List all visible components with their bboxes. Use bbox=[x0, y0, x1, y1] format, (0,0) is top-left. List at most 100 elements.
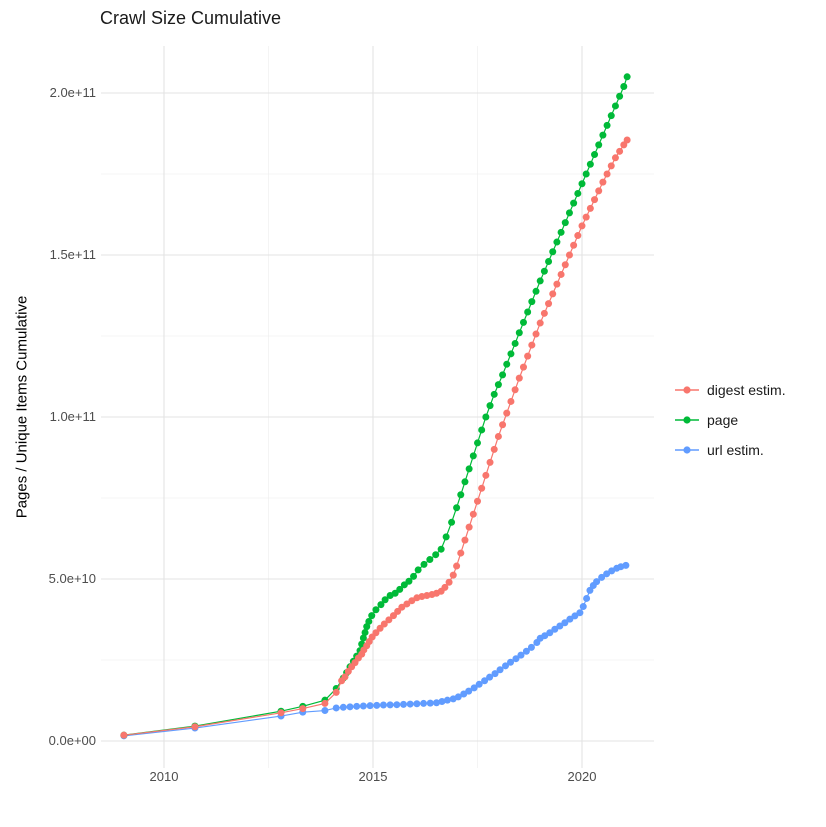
data-point bbox=[565, 209, 573, 217]
legend: digest estim. page url estim. bbox=[674, 378, 786, 468]
data-point bbox=[457, 549, 465, 557]
data-point bbox=[611, 102, 619, 110]
legend-key-url-icon bbox=[675, 446, 699, 454]
legend-key-digest-icon bbox=[675, 386, 699, 394]
data-point bbox=[403, 600, 411, 608]
data-point bbox=[437, 545, 445, 553]
data-point bbox=[420, 699, 428, 707]
data-point bbox=[359, 634, 367, 642]
data-point bbox=[486, 458, 494, 466]
data-point bbox=[507, 350, 515, 358]
data-point bbox=[410, 572, 418, 580]
data-point bbox=[482, 471, 490, 479]
data-point bbox=[561, 219, 569, 227]
data-point bbox=[494, 432, 502, 440]
data-point bbox=[582, 170, 590, 178]
data-point bbox=[511, 339, 519, 347]
data-point bbox=[532, 330, 540, 338]
data-point bbox=[540, 267, 548, 275]
data-point bbox=[486, 402, 494, 410]
data-point bbox=[457, 491, 465, 499]
legend-key-page-icon bbox=[675, 416, 699, 424]
data-point bbox=[393, 701, 401, 709]
data-point bbox=[507, 397, 515, 405]
data-point bbox=[503, 409, 511, 417]
data-point bbox=[474, 439, 481, 447]
data-point bbox=[448, 518, 456, 526]
data-point bbox=[574, 232, 582, 240]
data-point bbox=[553, 238, 561, 246]
data-point bbox=[321, 707, 329, 715]
data-point bbox=[373, 701, 381, 709]
data-point bbox=[361, 628, 369, 636]
data-point bbox=[491, 670, 499, 678]
y-tick-label-2: 1.0e+11 bbox=[49, 409, 96, 424]
data-point bbox=[570, 199, 578, 207]
data-point bbox=[406, 700, 414, 708]
data-point bbox=[623, 136, 631, 144]
data-point bbox=[611, 154, 619, 162]
y-axis-title: Pages / Unique Items Cumulative bbox=[13, 295, 31, 519]
data-point bbox=[616, 92, 624, 100]
data-point bbox=[365, 617, 373, 625]
data-point bbox=[341, 673, 349, 681]
data-point bbox=[620, 83, 628, 91]
data-point bbox=[277, 709, 285, 717]
data-point bbox=[599, 131, 607, 139]
data-point bbox=[396, 585, 404, 593]
data-point bbox=[549, 290, 557, 298]
x-tick-label-2: 2020 bbox=[567, 769, 597, 784]
data-point bbox=[549, 248, 557, 256]
data-point bbox=[499, 421, 507, 429]
data-point bbox=[578, 222, 586, 230]
data-point bbox=[532, 287, 540, 295]
data-point bbox=[595, 187, 603, 195]
data-point bbox=[599, 178, 607, 186]
data-point bbox=[576, 609, 584, 617]
data-point bbox=[499, 371, 507, 379]
data-point bbox=[449, 571, 457, 579]
data-point bbox=[474, 497, 481, 505]
data-point bbox=[486, 673, 494, 681]
page-title: Crawl Size Cumulative bbox=[100, 8, 282, 28]
data-point bbox=[332, 704, 340, 712]
data-point bbox=[478, 484, 486, 492]
data-point bbox=[570, 241, 578, 249]
data-point bbox=[438, 697, 446, 705]
data-point bbox=[578, 180, 586, 188]
data-point bbox=[561, 261, 569, 269]
legend-label-url: url estim. bbox=[707, 442, 764, 458]
data-point bbox=[494, 381, 502, 389]
data-point bbox=[482, 413, 490, 421]
data-point bbox=[528, 341, 536, 349]
data-point bbox=[540, 309, 548, 317]
data-point bbox=[527, 643, 535, 651]
data-point bbox=[616, 147, 624, 155]
data-point bbox=[420, 560, 428, 568]
data-point bbox=[469, 510, 477, 518]
data-point bbox=[453, 562, 461, 570]
data-point bbox=[368, 612, 376, 620]
data-point bbox=[595, 141, 603, 149]
data-point bbox=[400, 700, 408, 708]
data-point bbox=[445, 578, 453, 586]
data-point bbox=[443, 696, 451, 704]
data-point bbox=[299, 705, 307, 713]
data-point bbox=[426, 556, 434, 564]
data-point bbox=[478, 426, 486, 434]
data-point bbox=[465, 687, 473, 695]
data-point bbox=[386, 701, 394, 709]
data-point bbox=[528, 298, 536, 306]
data-point bbox=[622, 561, 630, 569]
y-tick-label-1: 5.0e+10 bbox=[48, 571, 96, 586]
data-point bbox=[524, 352, 532, 360]
data-point bbox=[522, 647, 530, 655]
data-point bbox=[475, 680, 483, 688]
data-point bbox=[519, 363, 527, 371]
data-point bbox=[545, 257, 553, 265]
data-point bbox=[607, 162, 615, 170]
data-point bbox=[470, 684, 478, 692]
data-point bbox=[339, 703, 347, 711]
data-point bbox=[453, 504, 461, 512]
